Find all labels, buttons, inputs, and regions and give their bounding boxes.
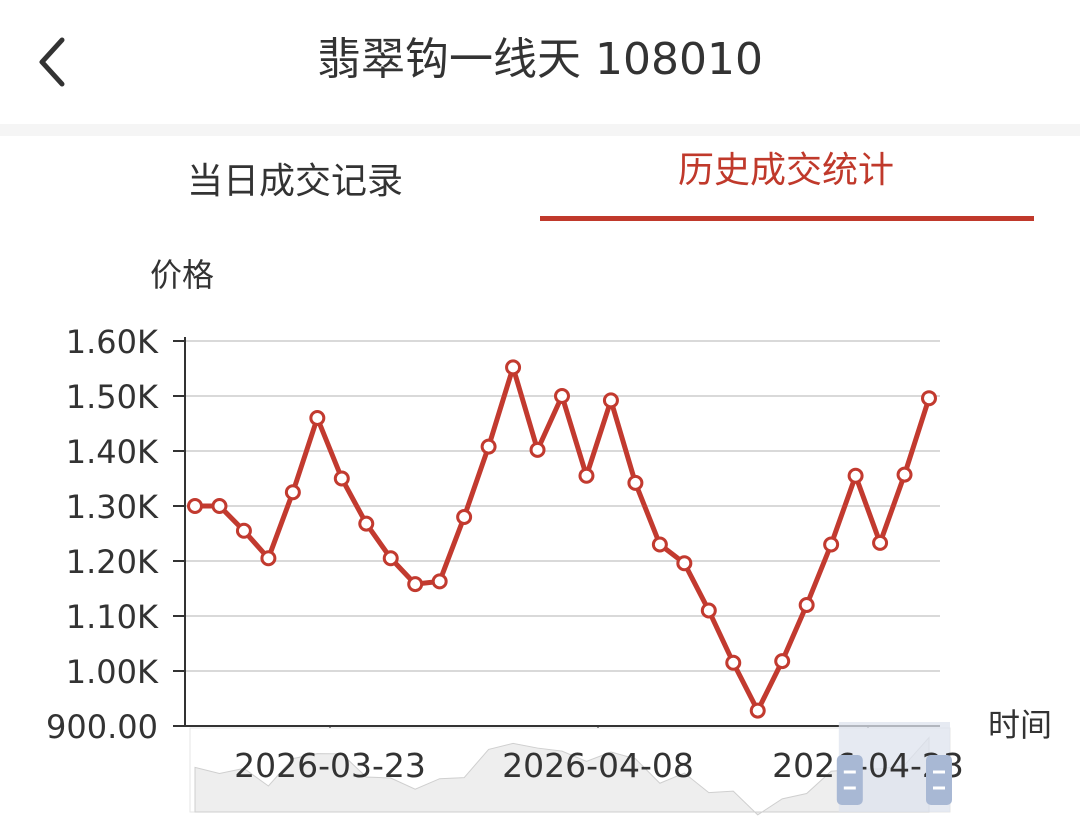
data-point[interactable]	[407, 576, 424, 593]
y-tick-label: 1.10K	[66, 598, 159, 636]
x-tick-label: 2026-04-08	[502, 746, 694, 785]
data-point[interactable]	[480, 438, 497, 455]
y-tick-label: 1.30K	[66, 488, 159, 526]
data-point[interactable]	[921, 390, 937, 407]
y-tick-label: 1.00K	[66, 653, 159, 691]
y-tick-label: 1.60K	[66, 323, 159, 361]
data-point[interactable]	[211, 498, 228, 514]
header-divider	[0, 124, 1080, 136]
data-point[interactable]	[725, 654, 742, 671]
data-point[interactable]	[774, 653, 791, 670]
data-point[interactable]	[554, 388, 570, 404]
data-point[interactable]	[235, 522, 252, 539]
y-tick-label: 1.40K	[66, 433, 159, 471]
data-point[interactable]	[529, 441, 546, 458]
price-chart: 价格 900.00 1.00K 1.10K 1.20K 1.30K 1.40K 1.50K 1.…	[46, 256, 1052, 816]
data-point[interactable]	[358, 515, 375, 532]
data-point[interactable]	[847, 467, 864, 484]
data-point[interactable]	[505, 359, 522, 376]
data-point[interactable]	[382, 550, 399, 567]
data-point[interactable]	[823, 536, 840, 553]
chevron-left-icon	[39, 37, 65, 87]
tab-bar: 当日成交记录 历史成交统计	[0, 136, 1080, 228]
y-tick-label: 900.00	[46, 708, 158, 746]
data-point[interactable]	[187, 498, 203, 514]
page-title: 翡翠钩一线天 108010	[317, 34, 763, 85]
active-tab-underline	[540, 216, 1034, 221]
data-point[interactable]	[578, 467, 595, 484]
data-point[interactable]	[896, 466, 913, 483]
data-point[interactable]	[284, 484, 301, 501]
x-tick-label: 2026-03-23	[234, 746, 426, 785]
data-zoom-handle-right[interactable]	[926, 755, 952, 805]
data-point[interactable]	[749, 702, 766, 719]
data-point[interactable]	[798, 597, 815, 613]
top-bar: 翡翠钩一线天 108010	[0, 0, 1080, 124]
y-axis-label: 价格	[150, 256, 214, 294]
back-button[interactable]	[30, 32, 78, 92]
data-point[interactable]	[431, 573, 448, 590]
data-point[interactable]	[651, 536, 668, 553]
y-tick-label: 1.20K	[66, 543, 159, 581]
x-axis-label: 时间	[988, 706, 1052, 744]
data-zoom-handle-left[interactable]	[836, 755, 863, 805]
data-point[interactable]	[309, 410, 326, 426]
tab-history-stats[interactable]: 历史成交统计	[677, 150, 894, 191]
tab-daily-records[interactable]: 当日成交记录	[186, 161, 403, 202]
price-series-line	[192, 364, 932, 714]
data-point[interactable]	[700, 602, 717, 619]
y-tick-label: 1.50K	[66, 378, 159, 416]
data-point[interactable]	[602, 392, 619, 409]
data-point[interactable]	[676, 555, 693, 572]
data-point[interactable]	[333, 470, 350, 487]
data-point[interactable]	[627, 474, 644, 491]
data-point[interactable]	[456, 509, 473, 525]
data-point[interactable]	[872, 534, 889, 551]
data-point[interactable]	[260, 550, 277, 567]
